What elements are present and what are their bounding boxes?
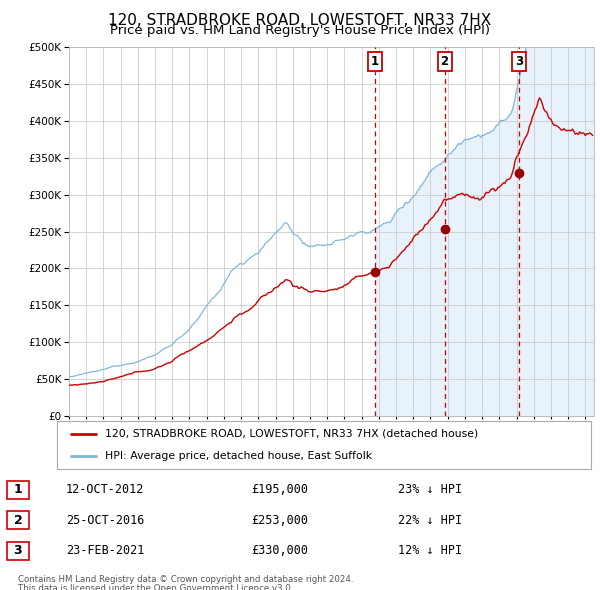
Text: 12-OCT-2012: 12-OCT-2012 (66, 483, 144, 496)
Text: £195,000: £195,000 (251, 483, 308, 496)
Text: 1: 1 (14, 483, 22, 496)
Text: 12% ↓ HPI: 12% ↓ HPI (398, 544, 462, 557)
Text: 23% ↓ HPI: 23% ↓ HPI (398, 483, 462, 496)
FancyBboxPatch shape (57, 421, 591, 469)
Text: This data is licensed under the Open Government Licence v3.0.: This data is licensed under the Open Gov… (18, 584, 293, 590)
Text: 25-OCT-2016: 25-OCT-2016 (66, 514, 144, 527)
Text: 120, STRADBROKE ROAD, LOWESTOFT, NR33 7HX (detached house): 120, STRADBROKE ROAD, LOWESTOFT, NR33 7H… (105, 429, 478, 439)
Bar (7, 481, 29, 499)
Bar (7, 542, 29, 559)
Text: £253,000: £253,000 (251, 514, 308, 527)
Text: 22% ↓ HPI: 22% ↓ HPI (398, 514, 462, 527)
Text: 3: 3 (515, 55, 523, 68)
Text: 2: 2 (14, 514, 22, 527)
Text: 2: 2 (440, 55, 449, 68)
Text: £330,000: £330,000 (251, 544, 308, 557)
Text: 120, STRADBROKE ROAD, LOWESTOFT, NR33 7HX: 120, STRADBROKE ROAD, LOWESTOFT, NR33 7H… (109, 13, 491, 28)
Text: 23-FEB-2021: 23-FEB-2021 (66, 544, 144, 557)
Text: HPI: Average price, detached house, East Suffolk: HPI: Average price, detached house, East… (105, 451, 372, 461)
Text: 3: 3 (14, 544, 22, 557)
Text: 1: 1 (371, 55, 379, 68)
Text: Price paid vs. HM Land Registry's House Price Index (HPI): Price paid vs. HM Land Registry's House … (110, 24, 490, 37)
Text: Contains HM Land Registry data © Crown copyright and database right 2024.: Contains HM Land Registry data © Crown c… (18, 575, 353, 584)
Bar (7, 512, 29, 529)
